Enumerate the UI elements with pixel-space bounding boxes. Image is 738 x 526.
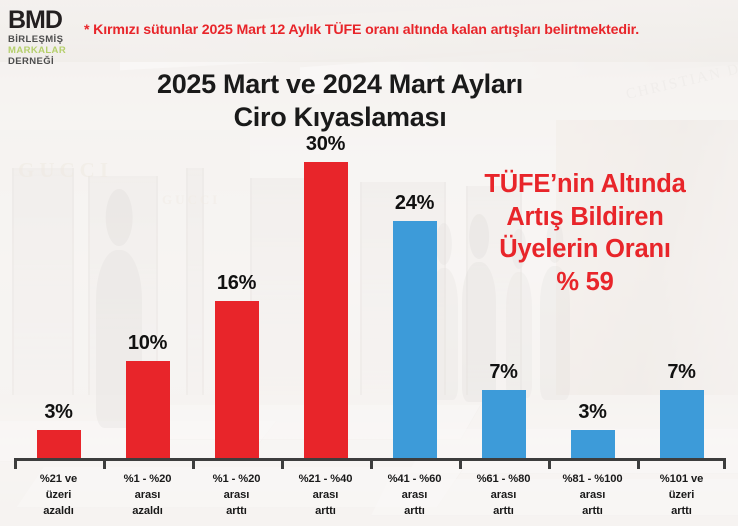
bar-4[interactable] — [303, 162, 348, 460]
bar-value-label-7: 3% — [578, 401, 607, 423]
category-label-3-line-2: arası — [223, 488, 250, 501]
bar-value-label-1: 3% — [44, 401, 73, 423]
category-label-4-line-1: %21 - %40 — [298, 473, 353, 485]
category-label-1-line-2: üzeri — [45, 488, 72, 501]
category-label-1-line-1: %21 ve — [39, 473, 78, 485]
category-label-3-line-1: %1 - %20 — [212, 473, 261, 485]
category-label-2-line-3: azaldı — [132, 504, 163, 517]
category-label-7: %81 - %100 arası arttı — [543, 472, 643, 520]
bar-3[interactable] — [214, 301, 259, 460]
bar-value-label-4: 30% — [305, 133, 346, 155]
category-label-4: %21 - %40 arası arttı — [276, 472, 376, 520]
chart-title-line-1: 2025 Mart ve 2024 Mart Ayları — [156, 69, 524, 99]
bar-value-label-2: 10% — [127, 332, 168, 354]
x-axis-category-labels: %21 ve üzeri azaldı %1 - %20 arası azaldı %1 -… — [0, 472, 738, 526]
bar-6[interactable] — [481, 390, 526, 460]
category-label-2-line-1: %1 - %20 — [123, 473, 172, 485]
category-label-8-line-3: arttı — [671, 504, 692, 517]
category-label-6-line-3: arttı — [493, 504, 514, 517]
x-tick-1 — [14, 458, 17, 469]
header-banner: BMD BİRLEŞMİŞ MARKALAR DERNEĞİ * Kırmızı… — [0, 0, 738, 67]
category-label-5-line-1: %41 - %60 — [387, 473, 442, 485]
category-label-7-line-3: arttı — [582, 504, 603, 517]
category-label-4-line-3: arttı — [315, 504, 336, 517]
x-tick-7 — [548, 458, 551, 469]
bar-8[interactable] — [659, 390, 704, 460]
bar-7[interactable] — [570, 430, 615, 460]
bar-2[interactable] — [125, 361, 170, 460]
bar-5[interactable] — [392, 221, 437, 460]
bmd-logo: BMD BİRLEŞMİŞ MARKALAR DERNEĞİ — [8, 8, 96, 68]
category-label-8-line-2: üzeri — [668, 488, 695, 501]
x-tick-4 — [281, 458, 284, 469]
category-label-8: %101 ve üzeri arttı — [632, 472, 732, 520]
category-label-4-line-2: arası — [312, 488, 339, 501]
category-label-6-line-1: %61 - %80 — [476, 473, 531, 485]
callout-value: % 59 — [556, 267, 614, 296]
bar-value-label-8: 7% — [667, 361, 696, 383]
bar-value-label-3: 16% — [216, 272, 257, 294]
category-label-6: %61 - %80 arası arttı — [454, 472, 554, 520]
bar-chart-plot: 3% 10% 16% 30% 24% 7% 3% 7% — [0, 133, 738, 460]
x-tick-5 — [370, 458, 373, 469]
callout-line-2: Artış Bildiren — [506, 202, 664, 231]
category-label-2-line-2: arası — [134, 488, 161, 501]
category-label-5-line-2: arası — [401, 488, 428, 501]
category-label-1-line-3: azaldı — [43, 504, 74, 517]
x-tick-3 — [192, 458, 195, 469]
logo-line-1: BİRLEŞMİŞ — [8, 34, 64, 45]
category-label-7-line-1: %81 - %100 — [562, 473, 623, 485]
category-label-3: %1 - %20 arası arttı — [187, 472, 287, 520]
category-label-3-line-3: arttı — [226, 504, 247, 517]
callout-line-3: Üyelerin Oranı — [499, 235, 671, 264]
bar-value-label-6: 7% — [489, 361, 518, 383]
category-label-6-line-2: arası — [490, 488, 517, 501]
category-label-5-line-3: arttı — [404, 504, 425, 517]
x-tick-6 — [459, 458, 462, 469]
chart-title: 2025 Mart ve 2024 Mart Ayları Ciro Kıyas… — [60, 68, 620, 134]
category-label-8-line-1: %101 ve — [659, 473, 704, 485]
category-label-5: %41 - %60 arası arttı — [365, 472, 465, 520]
x-tick-2 — [103, 458, 106, 469]
category-label-2: %1 - %20 arası azaldı — [98, 472, 198, 520]
callout-line-1: TÜFE’nin Altında — [484, 170, 686, 198]
category-label-7-line-2: arası — [579, 488, 606, 501]
x-tick-8 — [637, 458, 640, 469]
footnote-text: * Kırmızı sütunlar 2025 Mart 12 Aylık TÜ… — [84, 22, 640, 38]
logo-line-3: DERNEĞİ — [8, 55, 55, 67]
logo-line-2: MARKALAR — [8, 44, 67, 56]
category-label-1: %21 ve üzeri azaldı — [9, 472, 109, 520]
callout-text: TÜFE’nin Altında Artış Bildiren Üyelerin… — [452, 168, 718, 299]
chart-title-line-2: Ciro Kıyaslaması — [233, 101, 447, 132]
logo-mark: BMD — [8, 6, 63, 34]
bar-1[interactable] — [36, 430, 81, 460]
x-tick-end — [723, 458, 726, 469]
bar-value-label-5: 24% — [394, 192, 435, 214]
